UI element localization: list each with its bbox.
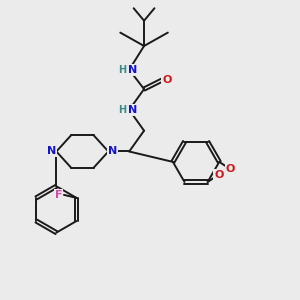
- Text: O: O: [226, 164, 235, 174]
- Text: N: N: [108, 146, 118, 157]
- Text: H: H: [118, 65, 127, 75]
- Text: H: H: [118, 105, 127, 115]
- Text: N: N: [47, 146, 56, 157]
- Text: O: O: [162, 75, 172, 85]
- Text: N: N: [128, 105, 137, 115]
- Text: F: F: [55, 190, 62, 200]
- Text: O: O: [214, 169, 224, 179]
- Text: N: N: [128, 65, 137, 75]
